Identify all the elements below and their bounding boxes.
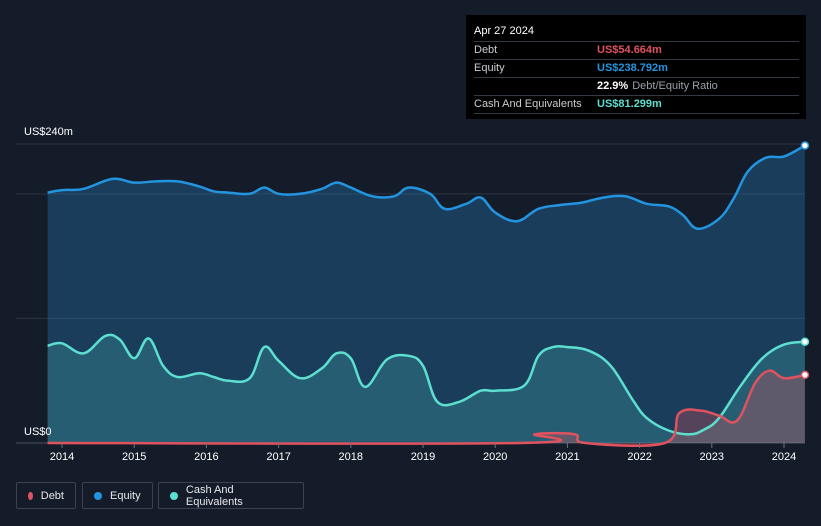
tooltip-debt-label: Debt <box>474 44 498 56</box>
tooltip-equity-value: US$238.792m <box>597 62 668 74</box>
x-tick-label: 2020 <box>483 451 507 463</box>
x-tick-label: 2014 <box>50 451 74 463</box>
debt-line <box>47 369 806 448</box>
series-areas <box>47 145 805 446</box>
tooltip-debt-value: US$54.664m <box>597 44 662 56</box>
data-tooltip: Apr 27 2024 Debt US$54.664m Equity US$23… <box>466 15 806 119</box>
legend-debt-toggle[interactable]: Debt <box>16 482 76 509</box>
legend-cash-label: Cash And Equivalents <box>185 483 243 508</box>
x-tick-label: 2016 <box>194 451 218 463</box>
axes: 2014 2015 2016 2017 2018 2019 2020 2021 2022 2023… <box>50 443 796 463</box>
legend-debt-dot <box>28 491 33 500</box>
x-tick-label: 2021 <box>555 451 579 463</box>
x-tick-label: 2018 <box>339 451 363 463</box>
x-tick-label: 2024 <box>772 451 796 463</box>
equity-line <box>47 144 806 230</box>
tooltip-ratio-spacer <box>474 78 597 95</box>
cash-area <box>47 334 805 443</box>
tooltip-cash-label: Cash And Equivalents <box>474 98 582 110</box>
end-markers <box>800 141 810 380</box>
tooltip-cash-row: Cash And Equivalents US$81.299m <box>474 95 799 114</box>
debt-end-point <box>800 370 810 380</box>
x-tick-label: 2023 <box>700 451 724 463</box>
tooltip-date: Apr 27 2024 <box>474 25 534 37</box>
y-axis-bottom-label: US$0 <box>24 426 52 438</box>
legend-cash-dot <box>170 491 178 500</box>
legend-equity-label: Equity <box>110 489 141 502</box>
cash-line <box>47 333 806 436</box>
cash-end-point <box>800 337 810 346</box>
tooltip-ratio-label: Debt/Equity Ratio <box>632 80 718 92</box>
tooltip-equity-row: Equity US$238.792m <box>474 59 799 77</box>
equity-area <box>47 145 805 443</box>
x-tick-label: 2015 <box>122 451 146 463</box>
legend-equity-toggle[interactable]: Equity <box>82 482 153 509</box>
debt-area <box>47 370 805 446</box>
legend-equity-dot <box>94 491 102 500</box>
legend-debt-label: Debt <box>40 489 64 502</box>
tooltip-debt-row: Debt US$54.664m <box>474 41 799 59</box>
x-tick-label: 2022 <box>627 451 651 463</box>
tooltip-equity-label: Equity <box>474 62 505 74</box>
tooltip-ratio-value: 22.9% <box>597 80 629 92</box>
x-tick-label: 2019 <box>411 451 435 463</box>
y-axis-top-label: US$240m <box>24 126 73 138</box>
series-lines <box>47 144 806 448</box>
x-tick-label: 2017 <box>266 451 290 463</box>
tooltip-ratio-row: 22.9% Debt/Equity Ratio <box>474 77 799 95</box>
equity-end-point <box>800 141 810 150</box>
tooltip-cash-value: US$81.299m <box>597 98 662 110</box>
legend-cash-toggle[interactable]: Cash And Equivalents <box>158 482 304 509</box>
